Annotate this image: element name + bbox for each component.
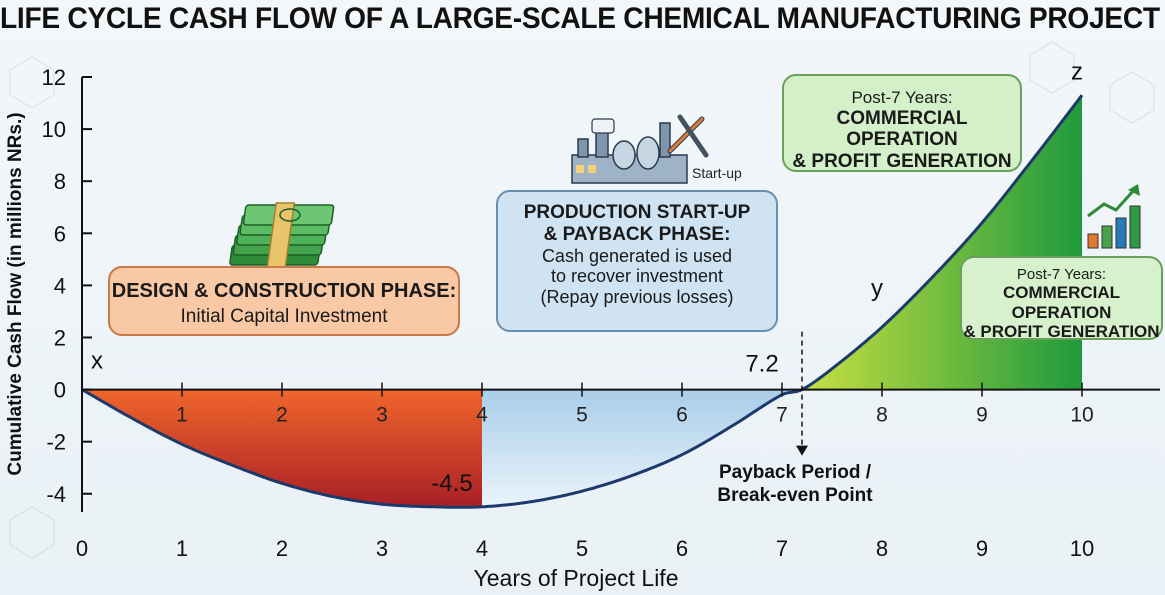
x-axis-inline-label: 1: [176, 404, 188, 427]
x-tick-label: 1: [176, 536, 188, 561]
commercial-main-top: Post-7 Years:: [851, 88, 953, 107]
y-tick-label: -2: [46, 430, 66, 455]
x-axis-inline-label: 4: [476, 404, 488, 427]
money-stack-icon: [229, 202, 335, 268]
design-phase-subtitle: Initial Capital Investment: [180, 306, 388, 327]
x-axis-inline-label: 5: [576, 404, 588, 427]
background-molecule-decor: [9, 41, 1155, 559]
y-tick-label: 0: [54, 378, 66, 403]
y-tick-label: 2: [54, 325, 66, 350]
payback-label-line-1: Payback Period /: [718, 462, 872, 483]
curve-annotation: x: [91, 348, 103, 375]
x-tick-label: 4: [476, 536, 488, 561]
y-tick-label: -4: [46, 482, 66, 507]
commercial-side-heading-2: & PROFIT GENERATION: [963, 322, 1160, 342]
x-axis-inline-label: 6: [676, 404, 688, 427]
x-axis-inline-label: 10: [1070, 404, 1093, 427]
payback-heading-1: PRODUCTION START-UP: [523, 202, 751, 223]
factory-wrench-icon: [571, 114, 709, 184]
y-tick-label: 8: [54, 169, 66, 194]
y-tick-label: 4: [54, 273, 66, 298]
x-axis-inline-label: 3: [376, 404, 388, 427]
design-phase-heading: DESIGN & CONSTRUCTION PHASE:: [111, 280, 457, 302]
chart-title: LIFE CYCLE CASH FLOW OF A LARGE-SCALE CH…: [0, 2, 1160, 35]
x-tick-label: 10: [1070, 536, 1094, 561]
loss-area: [82, 389, 482, 508]
payback-phase-box: PRODUCTION START-UP & PAYBACK PHASE: Cas…: [496, 190, 778, 332]
payback-arrow-icon: [796, 445, 808, 456]
commercial-main-heading-1: COMMERCIAL OPERATION: [836, 107, 968, 151]
x-tick-label: 3: [376, 536, 388, 561]
x-tick-label: 2: [276, 536, 288, 561]
payback-label-line-2: Break-even Point: [717, 484, 873, 506]
x-axis-inline-label: 2: [276, 404, 288, 427]
payback-line-3: (Repay previous losses): [540, 287, 734, 308]
x-tick-label: 6: [676, 536, 688, 561]
payback-period-label: Payback Period / Break-even Point: [690, 462, 900, 508]
x-tick-label: 0: [76, 536, 88, 561]
commercial-side-heading-1: COMMERCIAL OPERATION: [1002, 283, 1121, 322]
y-tick-label: 12: [42, 65, 66, 90]
x-tick-label: 9: [976, 536, 988, 561]
design-construction-phase-box: DESIGN & CONSTRUCTION PHASE: Initial Cap…: [108, 266, 460, 336]
growth-chart-icon: [1087, 184, 1141, 249]
recovery-area: [482, 389, 802, 507]
curve-annotation: 7.2: [745, 350, 778, 377]
y-tick-label: 6: [54, 221, 66, 246]
x-axis-inline-label: 7: [776, 404, 788, 427]
x-axis-inline-label: 8: [876, 404, 888, 427]
x-tick-label: 7: [776, 536, 788, 561]
cash-flow-curve: [81, 94, 1084, 509]
curve-annotation: -4.5: [431, 470, 472, 497]
commercial-main-heading-2: & PROFIT GENERATION: [792, 151, 1012, 173]
payback-heading-2: & PAYBACK PHASE:: [543, 223, 731, 245]
payback-line-1: Cash generated is used: [541, 245, 733, 266]
x-axis-title: Years of Project Life: [474, 565, 679, 591]
x-tick-label: 8: [876, 536, 888, 561]
curve-annotation: z: [1071, 59, 1083, 86]
commercial-operation-box-side: Post-7 Years: COMMERCIAL OPERATION & PRO…: [960, 256, 1163, 342]
commercial-side-top: Post-7 Years:: [1016, 266, 1107, 283]
y-tick-label: 10: [42, 117, 66, 142]
x-axis-inline-label: 9: [976, 404, 988, 427]
startup-label: Start-up: [692, 165, 742, 181]
curve-annotation: y: [871, 275, 883, 302]
y-axis-title: Cumulative Cash Flow (in millions NRs.): [5, 112, 26, 475]
commercial-operation-box-main: Post-7 Years: COMMERCIAL OPERATION & PRO…: [782, 74, 1022, 172]
x-tick-label: 5: [576, 536, 588, 561]
payback-line-2: to recover investment: [550, 266, 724, 287]
